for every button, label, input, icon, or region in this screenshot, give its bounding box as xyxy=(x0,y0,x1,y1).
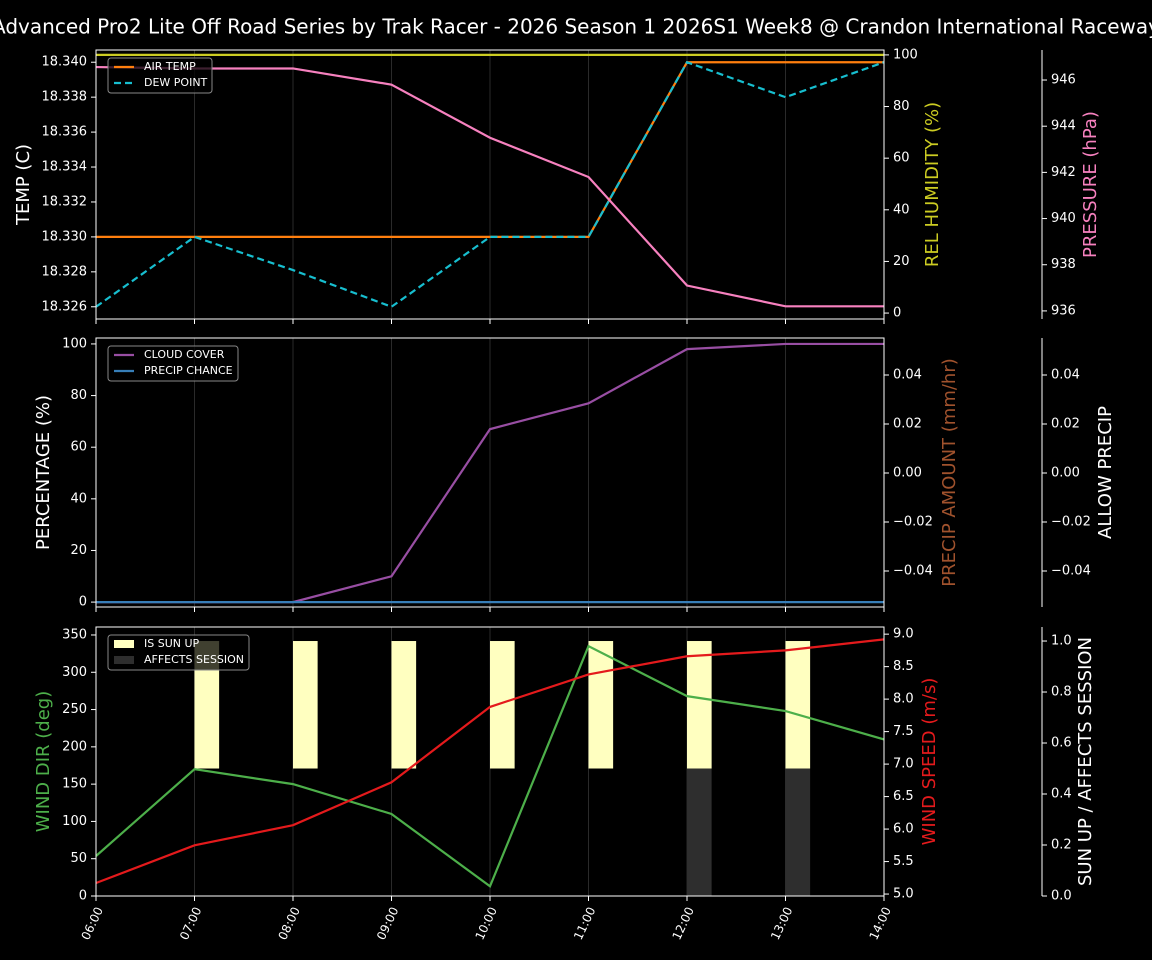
y2-tick-label: 20 xyxy=(893,254,910,269)
y3-axis-label: PRESSURE (hPa) xyxy=(1080,111,1101,258)
y-tick-label: 40 xyxy=(70,491,87,506)
y3-axis-label: ALLOW PRECIP xyxy=(1095,406,1116,539)
line-series xyxy=(96,65,884,308)
y-tick-label: 18.336 xyxy=(42,125,88,140)
plot-area xyxy=(96,53,884,309)
y-tick-label: 250 xyxy=(62,702,87,717)
y-tick-label: 18.328 xyxy=(42,264,88,279)
y3-tick-label: −0.04 xyxy=(1051,563,1091,578)
y2-axis-label: REL HUMIDITY (%) xyxy=(922,102,943,267)
y3-tick-label: 0.2 xyxy=(1051,838,1072,853)
line-series xyxy=(96,60,884,309)
y2-tick-label: 9.0 xyxy=(893,627,914,642)
plot-area xyxy=(96,342,884,604)
y2-tick-label: 80 xyxy=(893,99,910,114)
y3-axis-label: SUN UP / AFFECTS SESSION xyxy=(1075,637,1096,886)
legend-label: CLOUD COVER xyxy=(144,348,225,361)
y-tick-label: 20 xyxy=(70,543,87,558)
y-tick-label: 50 xyxy=(70,851,87,866)
y-axis-label: WIND DIR (deg) xyxy=(33,691,54,833)
y3-tick-label: 936 xyxy=(1051,303,1076,318)
y-tick-label: 100 xyxy=(62,336,87,351)
y2-axis-label: WIND SPEED (m/s) xyxy=(919,678,940,846)
bar xyxy=(588,641,614,769)
y-tick-label: 300 xyxy=(62,665,87,680)
legend-label: IS SUN UP xyxy=(144,637,200,650)
y3-tick-label: −0.02 xyxy=(1051,514,1091,529)
y2-tick-label: 5.5 xyxy=(893,854,914,869)
bar xyxy=(785,641,811,769)
y3-tick-label: 946 xyxy=(1051,73,1076,88)
legend-box xyxy=(107,345,239,382)
bar xyxy=(293,641,318,769)
y3-tick-label: 944 xyxy=(1051,119,1076,134)
chart-title: Advanced Pro2 Lite Off Road Series by Tr… xyxy=(0,15,1152,39)
y-tick-label: 18.332 xyxy=(42,194,88,209)
panel-frame xyxy=(95,337,885,608)
legend-label: AFFECTS SESSION xyxy=(144,653,244,666)
line-series xyxy=(96,644,884,889)
y2-tick-label: 60 xyxy=(893,151,910,166)
y2-tick-label: 100 xyxy=(893,47,918,62)
bar xyxy=(687,641,712,769)
y3-tick-label: 942 xyxy=(1051,165,1076,180)
y3-tick-label: 1.0 xyxy=(1051,634,1072,649)
y-tick-label: 350 xyxy=(62,627,87,642)
bar xyxy=(687,768,712,896)
y2-tick-label: 7.5 xyxy=(893,724,914,739)
y3-tick-label: 0.8 xyxy=(1051,685,1072,700)
y-tick-label: 150 xyxy=(62,777,87,792)
y2-axis-label: PRECIP AMOUNT (mm/hr) xyxy=(939,358,960,587)
panel-frame xyxy=(95,49,885,320)
y2-tick-label: 8.5 xyxy=(893,659,914,674)
y-tick-label: 18.330 xyxy=(42,229,88,244)
panel-frame xyxy=(95,626,885,897)
legend-swatch xyxy=(114,656,134,664)
y-tick-label: 18.326 xyxy=(42,299,88,314)
y-axis-label: PERCENTAGE (%) xyxy=(33,395,54,550)
y-tick-label: 0 xyxy=(79,889,87,904)
legend-box xyxy=(107,634,250,671)
y2-tick-label: −0.02 xyxy=(893,514,933,529)
y3-tick-label: 938 xyxy=(1051,257,1076,272)
y2-tick-label: 0.00 xyxy=(893,465,922,480)
y2-tick-label: 0.04 xyxy=(893,367,922,382)
y2-tick-label: 0.02 xyxy=(893,416,922,431)
line-series xyxy=(96,61,884,239)
y-tick-label: 18.338 xyxy=(42,90,88,105)
y3-tick-label: 0.0 xyxy=(1051,889,1072,904)
y2-tick-label: 6.5 xyxy=(893,789,914,804)
y-tick-label: 200 xyxy=(62,739,87,754)
y-tick-label: 18.340 xyxy=(42,55,88,70)
legend-label: DEW POINT xyxy=(144,76,208,89)
y-tick-label: 80 xyxy=(70,388,87,403)
legend-label: AIR TEMP xyxy=(144,60,196,73)
y3-tick-label: 0.04 xyxy=(1051,367,1080,382)
y2-tick-label: 6.0 xyxy=(893,822,914,837)
y3-tick-label: 0.6 xyxy=(1051,736,1072,751)
y2-tick-label: −0.04 xyxy=(893,563,933,578)
y3-tick-label: 0.00 xyxy=(1051,465,1080,480)
y2-tick-label: 8.0 xyxy=(893,692,914,707)
y-tick-label: 60 xyxy=(70,440,87,455)
legend-label: PRECIP CHANCE xyxy=(144,364,233,377)
y-tick-label: 100 xyxy=(62,814,87,829)
y2-tick-label: 40 xyxy=(893,202,910,217)
y2-tick-label: 7.0 xyxy=(893,757,914,772)
y-tick-label: 18.334 xyxy=(42,160,88,175)
bar xyxy=(391,641,417,769)
y3-tick-label: 0.02 xyxy=(1051,416,1080,431)
y2-tick-label: 0 xyxy=(893,306,901,321)
legend-swatch xyxy=(114,640,134,648)
y3-tick-label: 940 xyxy=(1051,211,1076,226)
y-axis-label: TEMP (C) xyxy=(13,144,34,226)
y-tick-label: 0 xyxy=(79,595,87,610)
bar xyxy=(785,768,811,896)
line-series xyxy=(96,638,884,885)
y3-tick-label: 0.4 xyxy=(1051,787,1072,802)
y2-tick-label: 5.0 xyxy=(893,887,914,902)
